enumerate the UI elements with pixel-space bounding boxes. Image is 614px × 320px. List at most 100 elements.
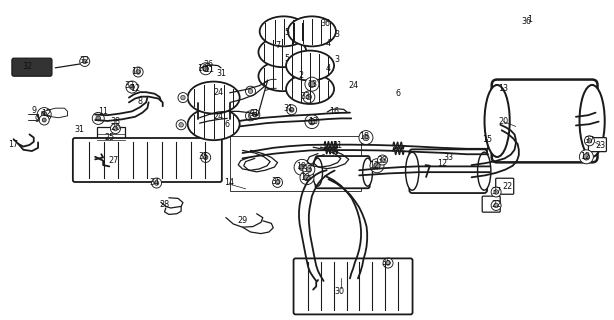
Text: 12: 12 bbox=[41, 109, 51, 118]
Circle shape bbox=[133, 67, 143, 77]
Circle shape bbox=[252, 112, 257, 117]
Circle shape bbox=[250, 109, 260, 120]
Bar bbox=[230, 136, 361, 191]
Text: 20: 20 bbox=[499, 117, 508, 126]
Circle shape bbox=[370, 159, 384, 173]
Circle shape bbox=[359, 131, 373, 145]
Circle shape bbox=[294, 159, 310, 175]
Text: 4: 4 bbox=[326, 64, 331, 73]
Circle shape bbox=[583, 154, 589, 160]
Text: 24: 24 bbox=[213, 88, 223, 97]
FancyBboxPatch shape bbox=[482, 196, 500, 212]
Circle shape bbox=[491, 187, 501, 197]
Text: 35: 35 bbox=[199, 152, 209, 161]
Text: 26: 26 bbox=[111, 123, 120, 132]
Circle shape bbox=[494, 190, 499, 194]
Text: 33: 33 bbox=[378, 156, 387, 164]
Text: 31: 31 bbox=[250, 109, 260, 118]
Circle shape bbox=[246, 111, 255, 121]
Text: 14: 14 bbox=[224, 178, 234, 187]
Circle shape bbox=[92, 112, 104, 124]
Text: 9: 9 bbox=[31, 106, 36, 115]
FancyBboxPatch shape bbox=[410, 149, 487, 193]
Text: 25: 25 bbox=[104, 133, 114, 142]
Circle shape bbox=[126, 81, 138, 93]
Text: 27: 27 bbox=[109, 156, 119, 164]
Circle shape bbox=[587, 139, 592, 143]
Text: 3: 3 bbox=[334, 55, 339, 64]
FancyBboxPatch shape bbox=[492, 80, 597, 162]
Text: 37: 37 bbox=[491, 187, 501, 196]
Circle shape bbox=[303, 91, 315, 103]
Circle shape bbox=[306, 164, 320, 178]
Circle shape bbox=[309, 81, 315, 87]
Text: 7: 7 bbox=[276, 41, 281, 50]
Text: 24: 24 bbox=[213, 112, 223, 121]
Text: 5: 5 bbox=[285, 54, 290, 63]
Circle shape bbox=[305, 77, 319, 91]
Text: 12: 12 bbox=[370, 161, 379, 170]
Text: 19: 19 bbox=[296, 162, 306, 171]
Text: 12: 12 bbox=[437, 159, 447, 168]
Circle shape bbox=[306, 94, 311, 100]
Circle shape bbox=[246, 86, 255, 96]
Circle shape bbox=[386, 261, 391, 265]
Text: 32: 32 bbox=[80, 56, 90, 65]
Ellipse shape bbox=[260, 16, 308, 46]
FancyBboxPatch shape bbox=[495, 178, 514, 194]
Ellipse shape bbox=[258, 61, 306, 91]
Ellipse shape bbox=[478, 152, 491, 190]
Circle shape bbox=[273, 177, 282, 188]
Circle shape bbox=[491, 200, 501, 211]
Text: 32: 32 bbox=[23, 62, 33, 71]
Circle shape bbox=[82, 59, 87, 64]
Circle shape bbox=[363, 134, 369, 141]
Text: 11: 11 bbox=[204, 65, 214, 74]
Circle shape bbox=[585, 136, 594, 146]
Ellipse shape bbox=[188, 82, 239, 114]
Text: 28: 28 bbox=[160, 200, 169, 209]
Text: 37: 37 bbox=[585, 136, 594, 145]
Text: 11: 11 bbox=[98, 107, 108, 116]
Circle shape bbox=[80, 56, 90, 67]
Text: 17: 17 bbox=[9, 140, 18, 148]
Circle shape bbox=[203, 66, 208, 71]
Text: 12: 12 bbox=[300, 173, 310, 182]
Circle shape bbox=[310, 167, 316, 174]
Text: 12: 12 bbox=[130, 84, 140, 93]
Text: 33: 33 bbox=[302, 165, 312, 174]
Ellipse shape bbox=[188, 108, 239, 140]
Circle shape bbox=[113, 126, 118, 131]
Circle shape bbox=[178, 92, 188, 103]
Circle shape bbox=[304, 174, 310, 181]
Text: 8: 8 bbox=[138, 97, 142, 106]
Text: 12: 12 bbox=[580, 152, 590, 161]
Circle shape bbox=[42, 118, 46, 122]
Text: 22: 22 bbox=[491, 200, 501, 209]
Circle shape bbox=[248, 89, 253, 93]
Text: 15: 15 bbox=[482, 135, 492, 144]
Text: 31: 31 bbox=[75, 125, 85, 134]
Circle shape bbox=[136, 70, 141, 74]
Text: 1: 1 bbox=[527, 15, 532, 24]
Text: 13: 13 bbox=[307, 80, 317, 89]
Text: 33: 33 bbox=[443, 153, 453, 162]
Circle shape bbox=[437, 157, 451, 171]
Text: 10: 10 bbox=[131, 67, 141, 76]
Text: 35: 35 bbox=[382, 258, 392, 267]
Circle shape bbox=[443, 153, 453, 163]
Circle shape bbox=[383, 258, 393, 268]
Text: 4: 4 bbox=[326, 39, 331, 48]
Circle shape bbox=[200, 63, 212, 75]
Ellipse shape bbox=[286, 74, 334, 104]
FancyBboxPatch shape bbox=[12, 58, 52, 76]
Circle shape bbox=[446, 156, 451, 160]
Circle shape bbox=[300, 171, 314, 185]
FancyBboxPatch shape bbox=[73, 138, 222, 182]
Text: 35: 35 bbox=[271, 177, 281, 186]
Circle shape bbox=[580, 150, 593, 164]
Circle shape bbox=[494, 203, 499, 208]
Circle shape bbox=[441, 161, 447, 167]
Ellipse shape bbox=[363, 158, 373, 186]
Circle shape bbox=[275, 180, 280, 185]
